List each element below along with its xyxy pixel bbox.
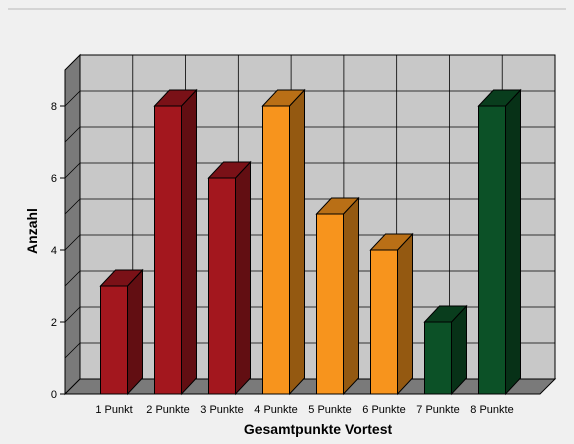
gridline-side — [64, 306, 81, 323]
y-axis-label: Anzahl — [24, 208, 40, 254]
chart-bars — [99, 88, 522, 396]
x-tick-label: 2 Punkte — [146, 404, 189, 416]
y-tick-label: 6 — [51, 173, 57, 185]
x-tick-label: 7 Punkte — [416, 404, 459, 416]
bar — [477, 88, 522, 396]
bar — [369, 232, 414, 396]
x-tick-label: 8 Punkte — [470, 404, 513, 416]
x-tick-label: 3 Punkte — [200, 404, 243, 416]
bar — [261, 88, 306, 396]
gridline-side — [64, 90, 81, 107]
y-axis: 0 2 4 6 8 — [51, 70, 66, 401]
bar — [423, 304, 468, 396]
bar-side — [289, 88, 305, 396]
bar-front — [370, 249, 398, 395]
gridline-side — [64, 162, 81, 179]
bar — [315, 196, 360, 396]
x-axis: 1 Punkt 2 Punkte 3 Punkte 4 Punkte 5 Punkte 6… — [95, 404, 513, 416]
gridline-side — [64, 270, 81, 287]
y-tick-label: 4 — [51, 245, 57, 257]
x-axis-label: Gesamtpunkte Vortest — [244, 421, 393, 437]
bar-side — [127, 268, 143, 396]
bar-side — [181, 88, 197, 396]
bar-front — [208, 177, 236, 395]
bar-front — [478, 105, 506, 395]
gridline-side — [64, 342, 81, 359]
y-tick-label: 0 — [51, 389, 57, 401]
bar-side — [397, 232, 413, 396]
bar — [207, 160, 252, 396]
gridline-side — [64, 126, 81, 143]
x-tick-label: 5 Punkte — [308, 404, 351, 416]
bar-side — [235, 160, 251, 396]
x-tick-label: 4 Punkte — [254, 404, 297, 416]
bar-side — [505, 88, 521, 396]
y-tick-label: 8 — [51, 101, 57, 113]
bar — [99, 268, 144, 396]
side-wall — [64, 53, 81, 396]
bar-front — [262, 105, 290, 395]
bar — [153, 88, 198, 396]
bar-front — [154, 105, 182, 395]
x-tick-label: 6 Punkte — [362, 404, 405, 416]
gridline-side — [64, 234, 81, 251]
bar-front — [100, 285, 128, 395]
y-tick-label: 2 — [51, 317, 57, 329]
bar-front — [424, 321, 452, 395]
bar-front — [316, 213, 344, 395]
x-tick-label: 1 Punkt — [95, 404, 132, 416]
gridline-side — [64, 198, 81, 215]
bar-side — [343, 196, 359, 396]
